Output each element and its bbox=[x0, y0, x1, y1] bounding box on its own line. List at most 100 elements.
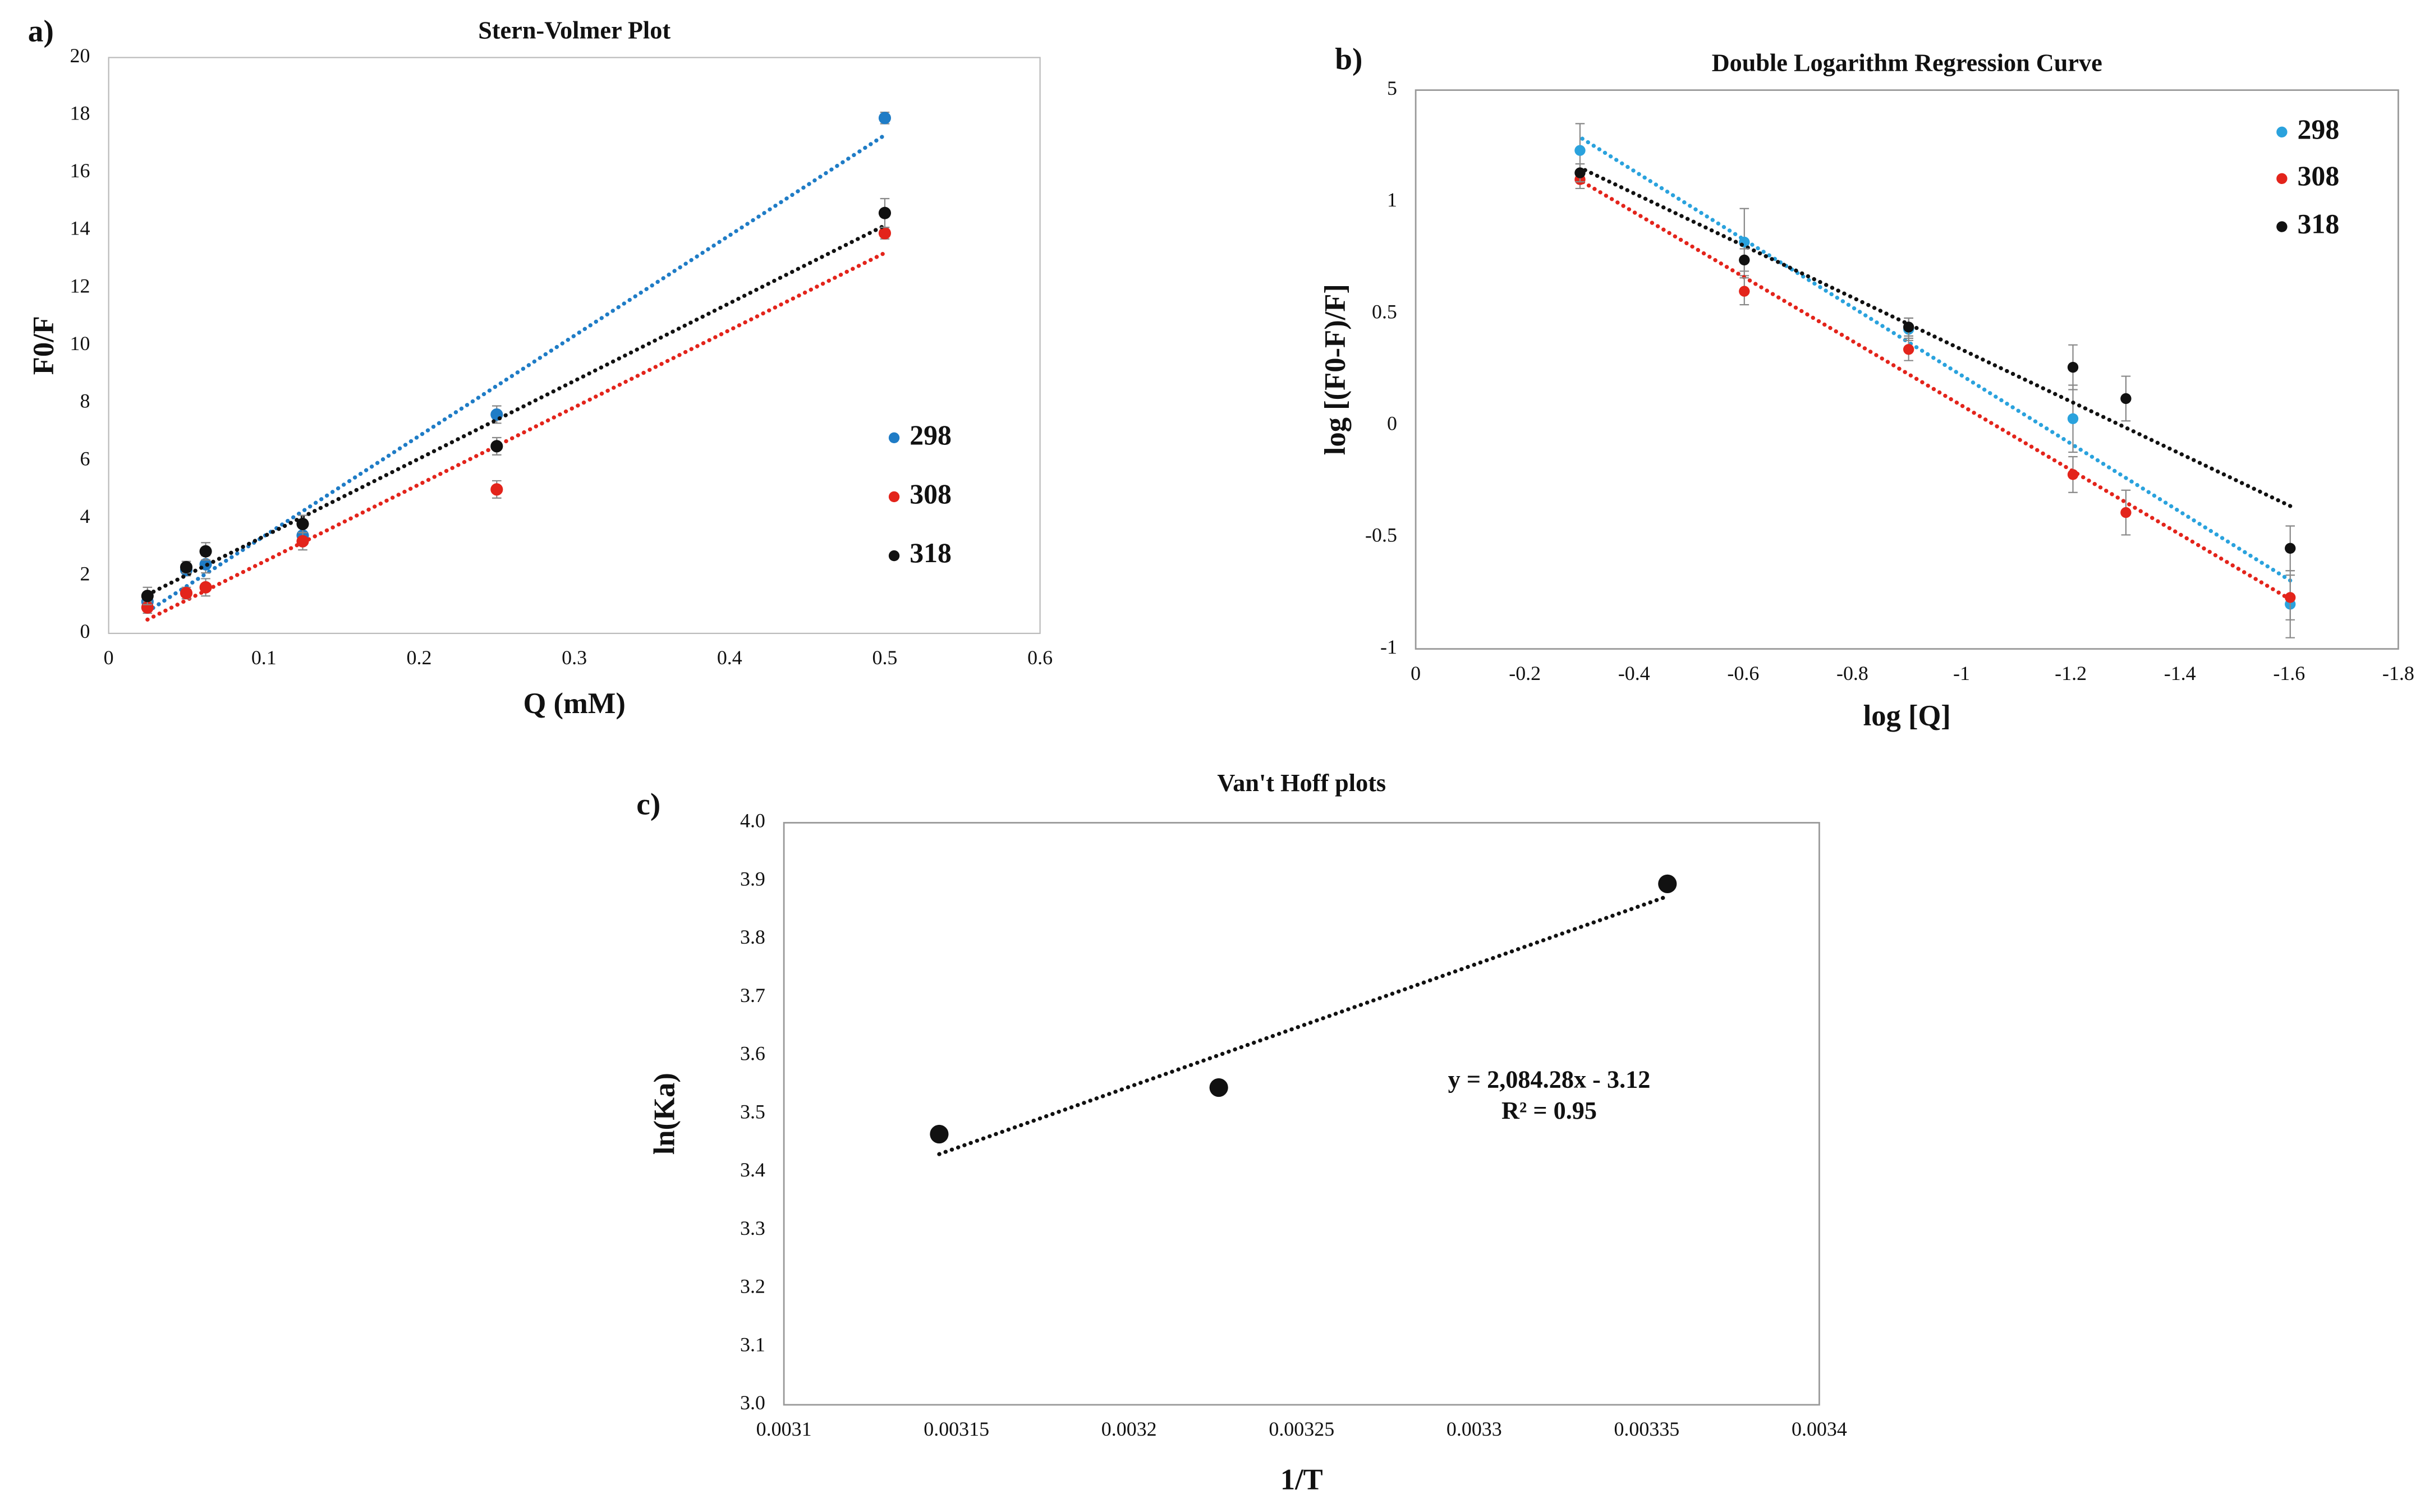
data-point bbox=[2120, 393, 2132, 405]
data-point bbox=[2120, 507, 2132, 518]
x-tick-label: -0.4 bbox=[1618, 662, 1650, 684]
trendline bbox=[145, 223, 887, 597]
data-point bbox=[1903, 321, 1914, 333]
data-point bbox=[1209, 1078, 1228, 1097]
legend-marker bbox=[2276, 221, 2288, 232]
data-point bbox=[296, 517, 309, 530]
x-tick-label: -0.2 bbox=[1509, 662, 1541, 684]
legend-label: 308 bbox=[2298, 160, 2340, 191]
y-tick-label: 3.5 bbox=[740, 1100, 765, 1123]
y-axis-label: log [(F0-F)/F] bbox=[1319, 284, 1352, 455]
data-point bbox=[490, 440, 503, 453]
plot-area bbox=[1415, 89, 2399, 650]
x-axis-label: Q (mM) bbox=[523, 687, 625, 720]
y-tick-label: 6 bbox=[80, 447, 90, 470]
legend-marker bbox=[2276, 126, 2288, 138]
data-point bbox=[1903, 344, 1914, 355]
chart-title: Van't Hoff plots bbox=[1217, 769, 1386, 797]
x-tick-label: 0.00335 bbox=[1614, 1418, 1679, 1440]
legend-label: 298 bbox=[2298, 114, 2340, 145]
trendline bbox=[1578, 166, 2293, 508]
x-tick-label: -1.6 bbox=[2273, 662, 2305, 684]
data-point bbox=[930, 1124, 949, 1144]
legend-label: 308 bbox=[910, 479, 952, 509]
y-tick-label: 5 bbox=[1387, 77, 1397, 99]
data-point bbox=[180, 560, 193, 573]
panel-label: c) bbox=[636, 787, 660, 821]
legend-marker bbox=[888, 550, 900, 562]
x-axis-label: log [Q] bbox=[1863, 700, 1951, 732]
legend-label: 298 bbox=[910, 420, 952, 451]
x-tick-label: 0.3 bbox=[562, 646, 587, 669]
x-tick-label: -1.2 bbox=[2055, 662, 2087, 684]
y-tick-label: 1 bbox=[1387, 189, 1397, 211]
trendline bbox=[937, 894, 1670, 1156]
legend-label: 318 bbox=[910, 537, 952, 568]
data-point bbox=[1739, 286, 1750, 297]
x-tick-label: 0.1 bbox=[251, 646, 277, 669]
trendline bbox=[1578, 178, 2293, 601]
annotation: R² = 0.95 bbox=[1501, 1097, 1597, 1124]
y-axis-label: F0/F bbox=[27, 316, 60, 375]
x-tick-label: 0 bbox=[1411, 662, 1421, 684]
x-tick-label: -0.6 bbox=[1727, 662, 1759, 684]
data-point bbox=[490, 483, 503, 496]
data-point bbox=[1658, 874, 1677, 893]
y-tick-label: 0 bbox=[80, 620, 90, 642]
x-axis-label: 1/T bbox=[1280, 1463, 1323, 1496]
x-tick-label: 0.0031 bbox=[756, 1418, 812, 1440]
y-tick-label: 3.1 bbox=[740, 1333, 765, 1355]
legend-marker bbox=[888, 491, 900, 503]
data-point bbox=[2285, 543, 2296, 554]
x-tick-label: 0.5 bbox=[872, 646, 897, 669]
y-tick-label: 4 bbox=[80, 505, 90, 527]
y-tick-label: 2 bbox=[80, 563, 90, 585]
data-point bbox=[141, 590, 154, 603]
trendline bbox=[145, 251, 887, 622]
annotation: y = 2,084.28x - 3.12 bbox=[1448, 1066, 1651, 1093]
trendline bbox=[145, 133, 887, 614]
data-point bbox=[296, 535, 309, 548]
chart-title: Double Logarithm Regression Curve bbox=[1712, 49, 2102, 77]
y-tick-label: 18 bbox=[70, 102, 90, 124]
y-tick-label: 14 bbox=[70, 217, 90, 240]
trendline bbox=[1578, 135, 2293, 583]
x-tick-label: -0.8 bbox=[1836, 662, 1868, 684]
x-tick-label: 0.0033 bbox=[1446, 1418, 1502, 1440]
data-point bbox=[180, 587, 193, 600]
y-tick-label: 3.4 bbox=[740, 1159, 765, 1181]
x-tick-label: 0.0034 bbox=[1792, 1418, 1847, 1440]
y-tick-label: 3.0 bbox=[740, 1391, 765, 1414]
x-tick-label: -1.8 bbox=[2382, 662, 2414, 684]
y-axis-label: ln(Ka) bbox=[649, 1073, 681, 1155]
y-tick-label: 4.0 bbox=[740, 810, 765, 832]
y-tick-label: 16 bbox=[70, 159, 90, 182]
chart-title: Stern-Volmer Plot bbox=[478, 16, 671, 44]
y-tick-label: 3.2 bbox=[740, 1275, 765, 1298]
x-tick-label: 0.00315 bbox=[924, 1418, 989, 1440]
x-tick-label: 0 bbox=[104, 646, 114, 669]
data-point bbox=[199, 545, 212, 558]
data-point bbox=[878, 112, 892, 125]
data-point bbox=[199, 581, 212, 594]
y-tick-label: 12 bbox=[70, 274, 90, 297]
y-tick-label: 3.9 bbox=[740, 867, 765, 890]
y-tick-label: 0 bbox=[1387, 412, 1397, 434]
legend-marker bbox=[888, 432, 900, 444]
data-point bbox=[878, 227, 892, 240]
plot-area bbox=[108, 57, 1041, 635]
data-point bbox=[2285, 592, 2296, 603]
y-tick-label: -1 bbox=[1380, 636, 1397, 658]
x-tick-label: -1 bbox=[1953, 662, 1970, 684]
data-point bbox=[2067, 469, 2079, 480]
panel-label: b) bbox=[1335, 42, 1362, 76]
data-point bbox=[1739, 254, 1750, 266]
legend-label: 318 bbox=[2298, 209, 2340, 240]
data-point bbox=[1574, 167, 1586, 178]
plot-area bbox=[783, 822, 1820, 1406]
x-tick-label: 0.2 bbox=[407, 646, 432, 669]
y-tick-label: -0.5 bbox=[1365, 524, 1397, 546]
panel-label: a) bbox=[28, 14, 54, 48]
x-tick-label: 0.00325 bbox=[1269, 1418, 1334, 1440]
